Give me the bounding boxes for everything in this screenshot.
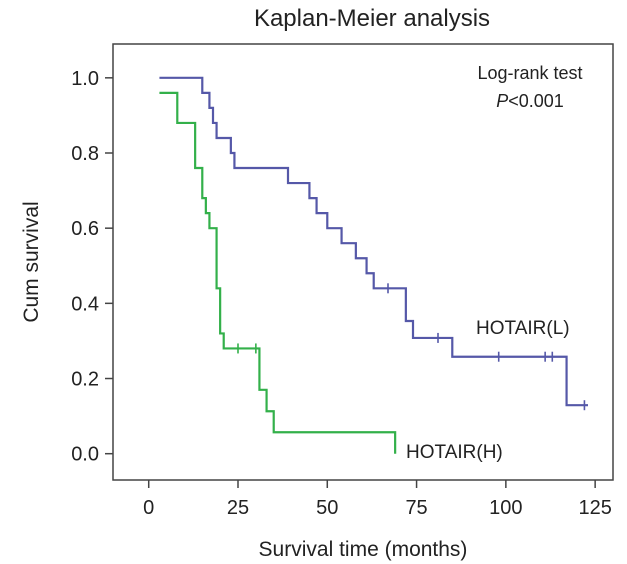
x-tick-label: 100 — [489, 497, 522, 519]
survival-curve-hotair-h — [159, 91, 397, 454]
x-tick-label: 125 — [578, 497, 611, 519]
x-tick-label: 25 — [227, 497, 249, 519]
x-axis-label: Survival time (months) — [259, 538, 468, 561]
p-value-label: P<0.001 — [496, 91, 564, 111]
y-tick-label: 1.0 — [71, 68, 99, 90]
survival-curve-hotair-l — [159, 76, 588, 407]
log-rank-label: Log-rank test — [477, 63, 582, 83]
x-axis: 0 25 50 75 100 125 — [143, 480, 612, 519]
plot-frame — [112, 43, 614, 481]
y-tick-label: 0.8 — [71, 143, 99, 165]
y-axis-label: Cum survival — [20, 201, 43, 322]
y-tick-label: 0.6 — [71, 218, 99, 240]
p-symbol: P — [496, 91, 508, 111]
y-tick-label: 0.4 — [71, 293, 99, 315]
series-label-hotair-h: HOTAIR(H) — [406, 442, 503, 463]
y-tick-label: 0.0 — [71, 444, 99, 466]
series-label-hotair-l: HOTAIR(L) — [476, 318, 570, 339]
x-tick-label: 75 — [405, 497, 427, 519]
y-tick-label: 0.2 — [71, 369, 99, 391]
x-tick-label: 50 — [316, 497, 338, 519]
y-axis: 0.0 0.2 0.4 0.6 0.8 1.0 — [71, 68, 113, 466]
chart-title: Kaplan-Meier analysis — [254, 5, 490, 32]
x-tick-label: 0 — [143, 497, 154, 519]
series-layer — [159, 76, 588, 454]
p-value: <0.001 — [508, 91, 564, 111]
